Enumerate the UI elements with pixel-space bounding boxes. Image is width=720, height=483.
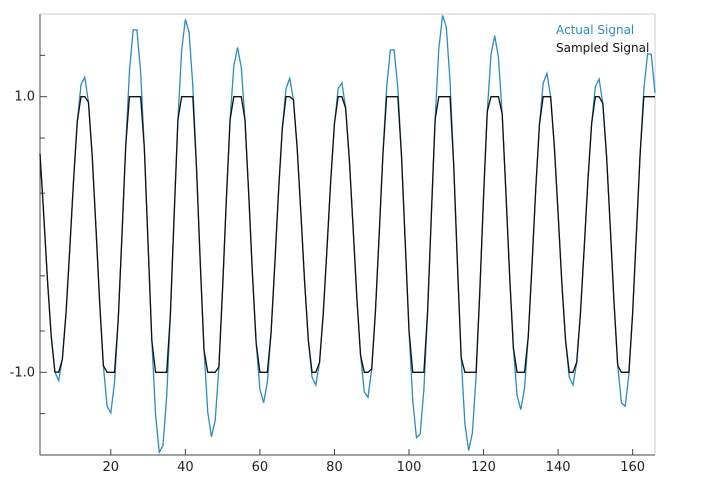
x-tick-label: 80 — [326, 460, 343, 475]
series-line-sampled-signal — [39, 96, 655, 374]
x-tick-label: 120 — [471, 460, 496, 475]
y-tick-label: -1.0 — [10, 365, 35, 380]
legend-entry-sampled-signal: Sampled Signal — [556, 41, 649, 55]
x-tick-label: 60 — [252, 460, 269, 475]
x-tick-label: 20 — [103, 460, 120, 475]
legend-entry-actual-signal: Actual Signal — [556, 23, 634, 37]
y-tick-label: 1.0 — [14, 90, 35, 105]
y-axis: 1.0 -1.0 — [10, 54, 47, 415]
x-tick-label: 40 — [177, 460, 194, 475]
x-tick-label: 140 — [546, 460, 571, 475]
x-tick-label: 100 — [397, 460, 422, 475]
x-axis: 20 40 60 80 100 120 140 160 — [103, 449, 645, 475]
legend: Actual Signal Sampled Signal — [556, 23, 649, 55]
x-tick-label: 160 — [620, 460, 645, 475]
series-group — [39, 15, 656, 455]
